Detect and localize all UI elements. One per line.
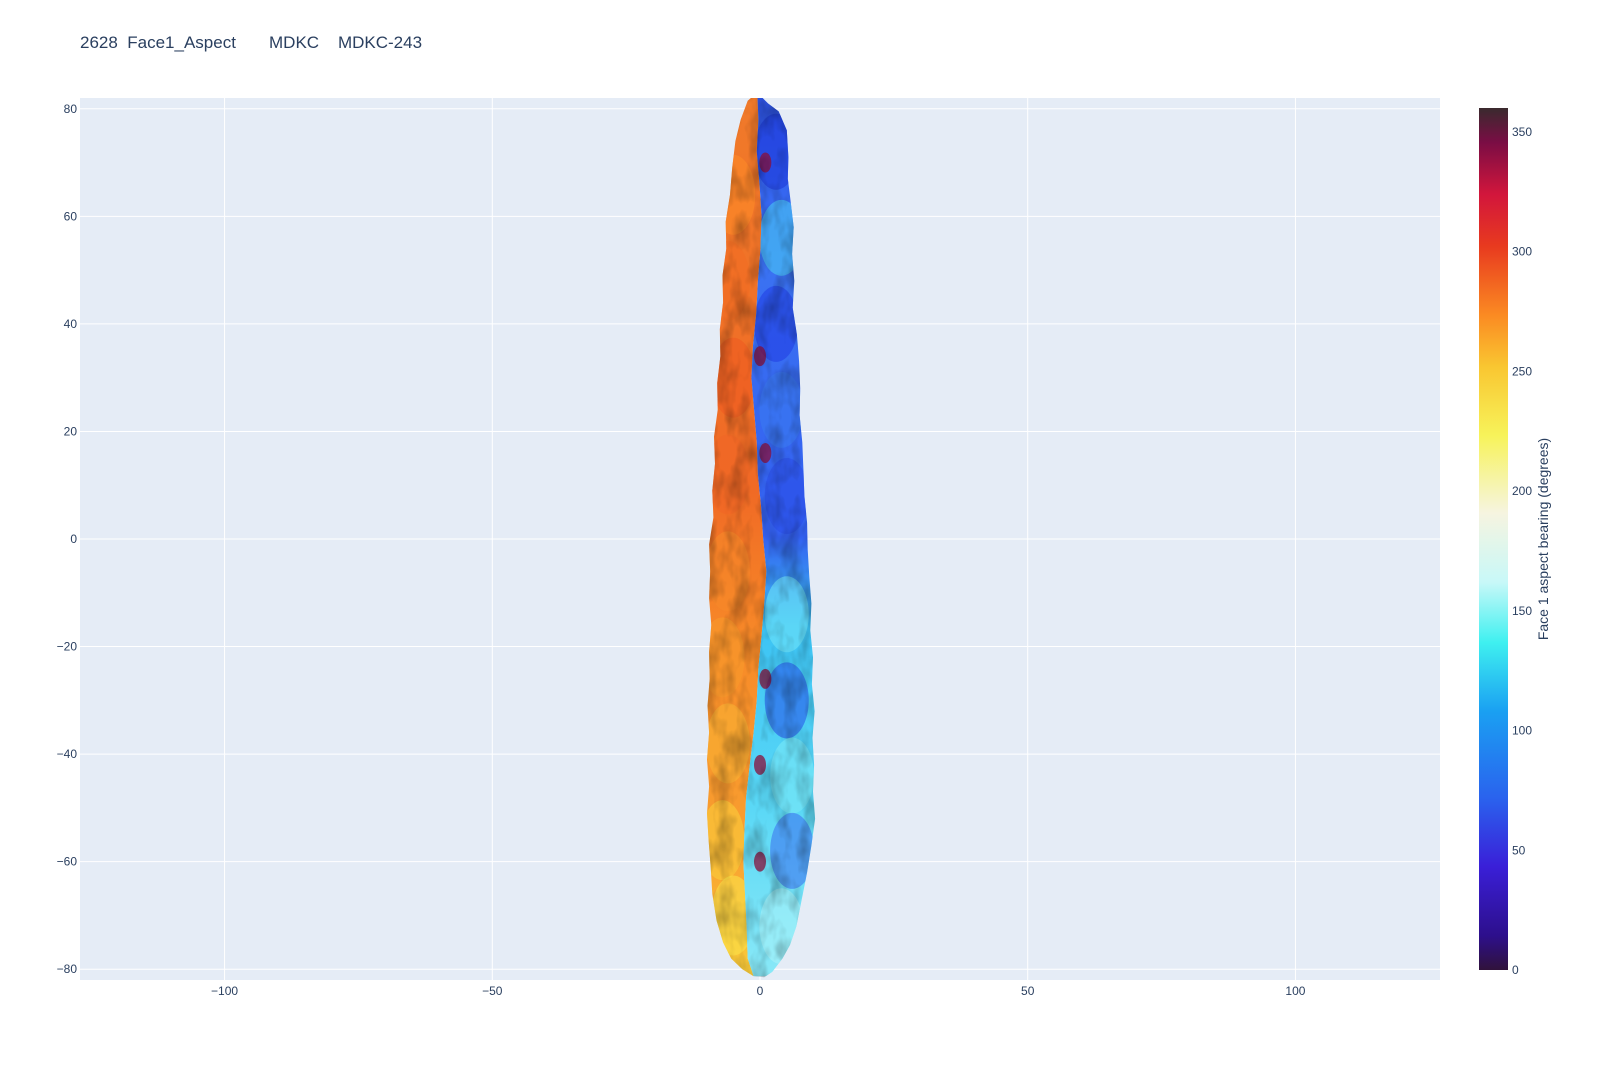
y-tick-label: 80 xyxy=(64,102,78,116)
artifact-aspect-surface xyxy=(707,98,816,978)
y-tick-label: −80 xyxy=(57,962,78,976)
colorbar: 0 50 100 150 200 250 300 350 Face 1 aspect bear… xyxy=(1479,108,1551,977)
y-tick-label: −60 xyxy=(57,855,78,869)
x-tick-label: 50 xyxy=(1021,984,1035,998)
y-tick-label: 40 xyxy=(64,317,78,331)
colorbar-tick-label: 150 xyxy=(1512,604,1532,618)
colorbar-gradient xyxy=(1479,108,1508,970)
colorbar-title: Face 1 aspect bearing (degrees) xyxy=(1535,438,1551,640)
colorbar-tick-label: 100 xyxy=(1512,724,1532,738)
x-tick-label: −100 xyxy=(211,984,238,998)
colorbar-ticks: 0 50 100 150 200 250 300 350 xyxy=(1512,125,1532,977)
y-axis-ticks: 80 60 40 20 0 −20 −40 −60 −80 xyxy=(57,102,78,976)
x-tick-label: −50 xyxy=(482,984,503,998)
x-axis-ticks: −100 −50 0 50 100 xyxy=(211,984,1306,998)
x-tick-label: 100 xyxy=(1285,984,1305,998)
colorbar-tick-label: 50 xyxy=(1512,843,1526,857)
x-tick-label: 0 xyxy=(757,984,764,998)
colorbar-tick-label: 0 xyxy=(1512,963,1519,977)
y-tick-label: 0 xyxy=(70,532,77,546)
y-tick-label: 60 xyxy=(64,209,78,223)
colorbar-tick-label: 200 xyxy=(1512,484,1532,498)
y-tick-label: 20 xyxy=(64,424,78,438)
colorbar-tick-label: 350 xyxy=(1512,125,1532,139)
colorbar-tick-label: 250 xyxy=(1512,364,1532,378)
chart-title: 2628 Face1_Aspect MDKC MDKC-243 xyxy=(80,33,423,52)
y-tick-label: −20 xyxy=(57,640,78,654)
colorbar-tick-label: 300 xyxy=(1512,245,1532,259)
y-tick-label: −40 xyxy=(57,747,78,761)
